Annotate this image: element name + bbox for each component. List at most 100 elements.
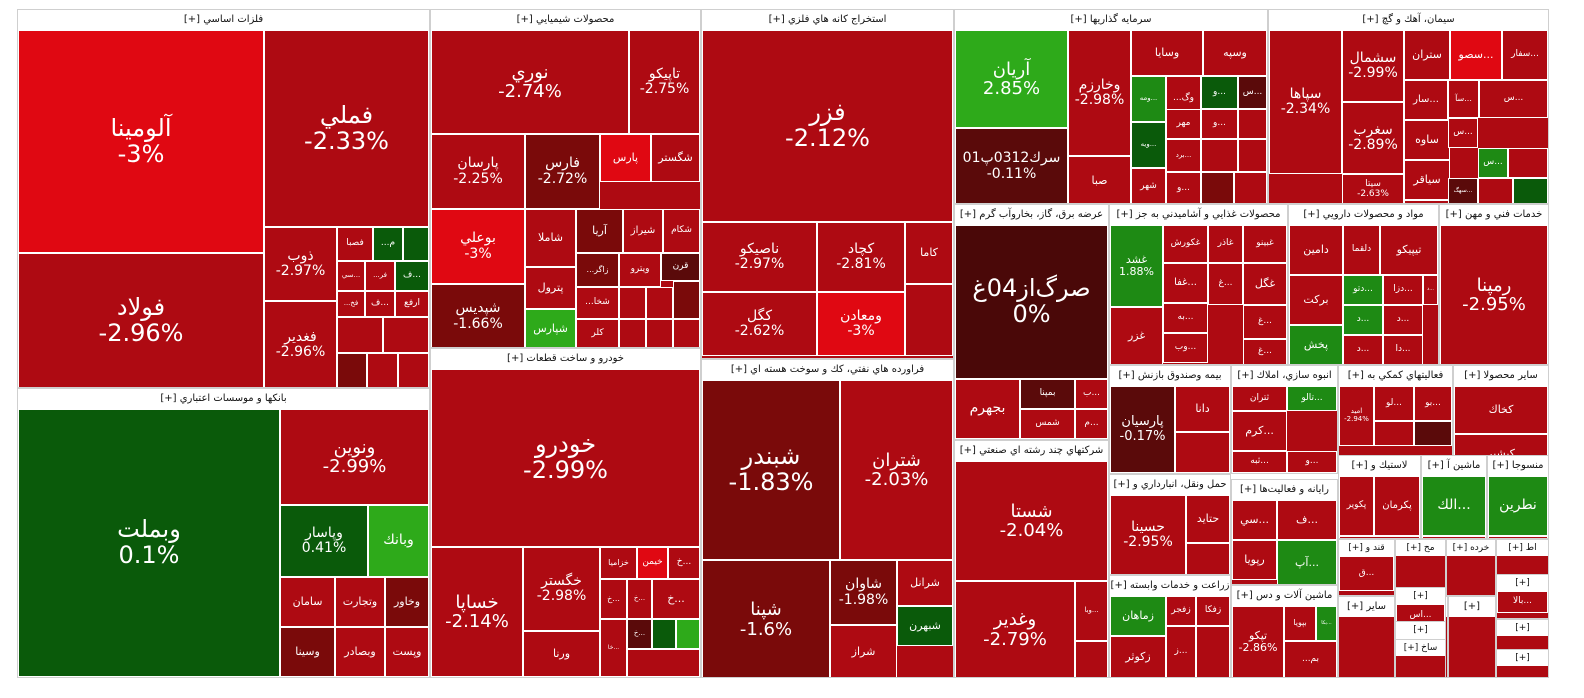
stock-tile[interactable]: كچاد -2.81% [817,222,905,292]
sector-header-expand-link[interactable]: محصولات غذايي و آشاميدني به جز [+] [1110,205,1287,225]
stock-tile[interactable]: ...بالا [1497,591,1548,613]
sector-header-expand-link[interactable]: قند و [+] [1339,540,1394,556]
sector-header-expand-link[interactable]: شركتهاي چند رشته اي صنعتي [+] [955,441,1108,461]
stock-tile[interactable]: خگستر -2.98% [523,547,600,631]
stock-tile[interactable]: ثتران [1232,386,1287,411]
stock-tile[interactable] [1196,626,1230,677]
stock-tile[interactable] [367,353,398,387]
sector-header-expand-link[interactable]: خرده [+] [1447,540,1495,556]
stock-tile[interactable]: ومعادن -3% [817,292,905,356]
stock-tile[interactable] [403,227,429,261]
stock-tile[interactable]: شرانل [897,560,953,606]
stock-tile[interactable] [627,649,700,677]
sector-header-expand-link[interactable]: مح [+] [1396,540,1445,556]
stock-tile[interactable]: وسايا [1131,30,1203,76]
stock-tile[interactable]: آريا [576,209,623,253]
sector-header-expand-link[interactable]: خدمات فني و مهن [+] [1440,205,1548,225]
stock-tile[interactable] [646,287,673,319]
stock-tile[interactable]: زاگر... [576,253,619,287]
stock-tile[interactable] [1478,178,1513,203]
stock-tile[interactable] [398,353,429,387]
stock-tile[interactable]: ...ق [1339,556,1394,591]
stock-tile[interactable]: شمس [1020,409,1075,439]
stock-tile[interactable] [1339,536,1420,538]
stock-tile[interactable]: صبا [1068,156,1131,203]
stock-tile[interactable]: وخاور [385,577,429,627]
stock-tile[interactable]: وبانك [368,505,429,577]
stock-tile[interactable]: حسينا -2.95% [1110,495,1186,574]
stock-tile[interactable]: ...آپ [1277,540,1337,584]
stock-tile[interactable]: غگل [1243,263,1287,305]
stock-tile[interactable]: ...خا [600,619,627,677]
stock-tile[interactable]: تاپيكو -2.75% [629,30,700,134]
stock-tile[interactable]: ...و [1166,172,1201,203]
sector-header-expand-link[interactable]: مواد و محصولات دارويي [+] [1289,205,1438,225]
stock-tile[interactable]: شگستر [651,134,700,182]
stock-tile[interactable]: پكرمان [1374,476,1420,536]
stock-tile[interactable]: شخا... [576,287,619,319]
sector-header-expand-link[interactable]: بانكها و موسسات اعتباري [+] [18,389,429,409]
sector-header-expand-link[interactable]: اط [+] [1497,540,1548,556]
stock-tile[interactable] [1488,536,1548,538]
stock-tile[interactable] [905,284,953,356]
stock-tile[interactable]: اميد -2.94% [1339,386,1374,446]
stock-tile[interactable]: ارفع [395,291,429,317]
stock-tile[interactable]: غكورش [1163,225,1208,263]
stock-tile[interactable]: غزر [1110,307,1163,364]
stock-tile[interactable]: ...غ [1243,339,1287,364]
stock-tile[interactable]: ...سصو [1450,30,1502,80]
stock-tile[interactable]: رمپنا -2.95% [1440,225,1548,364]
stock-tile[interactable]: ...د [1343,305,1383,335]
stock-tile[interactable]: ...س [1448,118,1478,148]
stock-tile[interactable]: وخارزم -2.98% [1068,30,1131,156]
sector-header-expand-link[interactable]: استخراج كانه هاي فلزي [+] [702,10,953,30]
stock-tile[interactable]: شكام [663,209,700,253]
stock-tile[interactable]: آلومينا -3% [18,30,264,253]
sector-header-expand-link[interactable]: منسوجا [+] [1488,456,1548,476]
stock-tile[interactable]: فزر -2.12% [702,30,953,222]
stock-tile[interactable]: پارس [600,134,651,182]
stock-tile[interactable] [337,353,367,387]
sector-header-expand-link[interactable]: [+] [1497,575,1548,591]
stock-tile[interactable]: زكوثر [1110,636,1166,677]
stock-tile[interactable]: سياقر [1404,160,1450,200]
stock-tile[interactable]: ...و [1287,451,1337,473]
sector-header-expand-link[interactable]: رايانه و فعاليت‌ها [+] [1232,480,1337,500]
stock-tile[interactable]: زفكا [1196,596,1230,626]
stock-tile[interactable]: خيمن [637,547,668,579]
stock-tile[interactable] [383,317,429,353]
stock-tile[interactable]: فر... [365,261,395,291]
stock-tile[interactable]: ...كرم [1232,411,1287,451]
stock-tile[interactable]: ...تالو [1287,386,1337,411]
stock-tile[interactable]: غبينو [1243,225,1287,263]
stock-tile[interactable]: وپست [385,627,429,677]
stock-tile[interactable] [1508,148,1548,178]
stock-tile[interactable] [676,619,700,649]
stock-tile[interactable]: ...خ [627,619,652,649]
stock-tile[interactable]: ونوين -2.99% [280,409,429,505]
stock-tile[interactable]: بپويا [1284,606,1316,641]
stock-tile[interactable]: ...د [1383,305,1423,335]
stock-tile[interactable] [1075,641,1108,677]
stock-tile[interactable]: ...برد [1166,139,1201,172]
stock-tile[interactable] [619,287,646,319]
stock-tile[interactable]: ذوب -2.97% [264,227,337,301]
stock-tile[interactable]: ...س [1478,148,1508,178]
stock-tile[interactable]: ...و [1201,109,1238,139]
stock-tile[interactable]: فارس -2.72% [525,134,600,209]
stock-tile[interactable]: قرن [661,253,700,281]
sector-header-expand-link[interactable]: بيمه وصندوق بازنش [+] [1110,366,1230,386]
stock-tile[interactable] [1422,536,1486,538]
sector-header-expand-link[interactable]: ماشين آ [+] [1422,456,1486,476]
stock-tile[interactable]: وغدير -2.79% [955,581,1075,677]
stock-tile[interactable]: ...د [1343,335,1383,364]
stock-tile[interactable]: كاما [905,222,953,284]
stock-tile[interactable]: فملي -2.33% [264,30,429,227]
stock-tile[interactable]: بجهرم [955,379,1020,439]
stock-tile[interactable]: ...الك [1422,476,1486,536]
stock-tile[interactable] [1513,178,1548,203]
stock-tile[interactable]: فغدير -2.96% [264,301,337,387]
sector-header-expand-link[interactable]: ساير محصولا [+] [1454,366,1548,386]
stock-tile[interactable]: شاوان -1.98% [830,560,897,625]
stock-tile[interactable]: ...سي [1232,500,1277,540]
